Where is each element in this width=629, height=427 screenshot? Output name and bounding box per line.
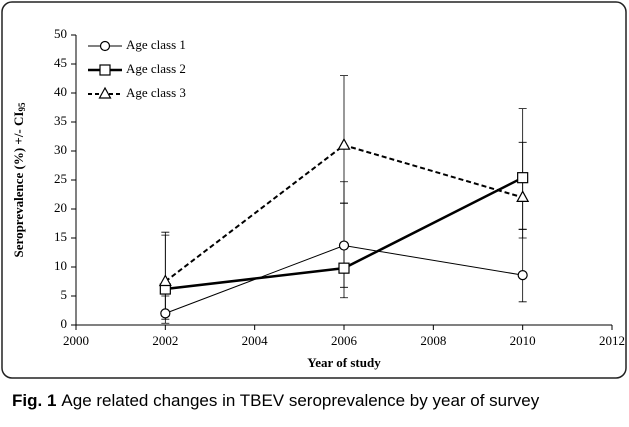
- error-bar: [161, 231, 170, 317]
- chart-frame: [1, 1, 627, 379]
- data-point: [160, 308, 171, 319]
- legend-label: Age class 2: [126, 61, 186, 76]
- x-tick-label: 2002: [152, 333, 178, 348]
- y-tick-label: 5: [61, 287, 68, 302]
- y-axis-label-sub: 95: [17, 102, 27, 112]
- data-point: [517, 270, 528, 281]
- x-tick-label: 2006: [331, 333, 358, 348]
- caption-text: Age related changes in TBEV seroprevalen…: [61, 391, 539, 410]
- y-tick-label: 30: [54, 142, 67, 157]
- legend-marker: [99, 64, 111, 76]
- y-tick-label: 20: [54, 200, 67, 215]
- error-bar: [518, 141, 527, 230]
- x-axis-label: Year of study: [307, 355, 381, 370]
- data-point: [517, 172, 529, 184]
- legend-marker: [99, 40, 111, 52]
- x-tick-label: 2000: [63, 333, 89, 348]
- y-tick-label: 15: [54, 229, 67, 244]
- x-tick-label: 2012: [599, 333, 625, 348]
- y-tick-label: 50: [54, 26, 67, 41]
- x-tick-label: 2004: [242, 333, 269, 348]
- x-tick-label: 2010: [510, 333, 536, 348]
- legend-marker: [98, 86, 112, 99]
- legend-label: Age class 1: [126, 37, 186, 52]
- data-point: [516, 190, 530, 202]
- data-point: [337, 137, 351, 150]
- y-axis-label: Seroprevalence (%) +/- CI95: [11, 102, 27, 257]
- error-bar: [518, 228, 527, 303]
- y-tick-label: 10: [54, 258, 67, 273]
- y-tick-label: 35: [54, 113, 67, 128]
- y-tick-label: 25: [54, 171, 67, 186]
- y-tick-label: 40: [54, 84, 67, 99]
- y-tick-label: 0: [61, 316, 68, 331]
- y-axis-label-main: Seroprevalence (%) +/- CI: [11, 112, 26, 258]
- caption-label: Fig. 1: [12, 391, 56, 410]
- legend-label: Age class 3: [126, 85, 186, 100]
- x-tick-label: 2008: [420, 333, 446, 348]
- data-point: [338, 262, 350, 274]
- data-point: [338, 240, 350, 251]
- y-tick-label: 45: [54, 55, 67, 70]
- caption: Fig. 1 Age related changes in TBEV seropr…: [12, 391, 540, 410]
- data-point: [158, 274, 172, 287]
